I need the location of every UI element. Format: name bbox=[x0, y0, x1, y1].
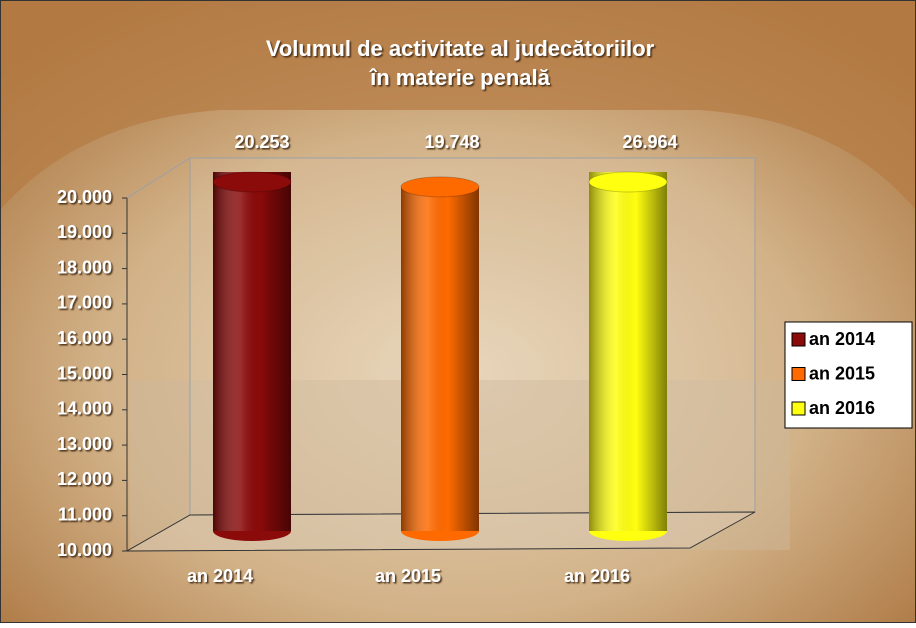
legend-swatch bbox=[791, 367, 806, 381]
y-tick-label: 15.000 bbox=[57, 363, 112, 383]
x-tick-label: an 2014 bbox=[187, 566, 253, 586]
value-label: 20.253 bbox=[234, 132, 289, 152]
y-tick-label: 14.000 bbox=[57, 399, 112, 419]
x-tick-label: an 2016 bbox=[564, 566, 630, 586]
arch bbox=[0, 0, 916, 210]
bar-shade bbox=[589, 172, 667, 531]
bar-shade bbox=[213, 172, 291, 531]
legend-label: an 2015 bbox=[809, 363, 875, 383]
value-label: 19.748 bbox=[424, 132, 479, 152]
y-tick-label: 17.000 bbox=[57, 293, 112, 313]
wall-edge bbox=[126, 157, 191, 199]
y-tick-label: 13.000 bbox=[57, 434, 112, 454]
legend-swatch bbox=[791, 401, 806, 416]
legend-label: an 2016 bbox=[809, 398, 875, 418]
y-tick-label: 11.000 bbox=[58, 504, 112, 524]
legend bbox=[784, 321, 913, 429]
y-tick-label: 10.000 bbox=[57, 540, 112, 560]
chart-title: în materie penală bbox=[369, 65, 551, 90]
bars bbox=[213, 172, 667, 541]
bar-cap bbox=[400, 176, 480, 198]
chart-title: Volumul de activitate al judecătoriilor bbox=[266, 36, 655, 61]
value-label: 26.964 bbox=[622, 132, 677, 152]
y-tick-label: 20.000 bbox=[57, 187, 112, 207]
legend-label: an 2014 bbox=[809, 329, 875, 349]
y-tick-label: 12.000 bbox=[57, 469, 112, 489]
y-tick-label: 18.000 bbox=[57, 257, 112, 277]
x-tick-label: an 2015 bbox=[375, 566, 441, 586]
y-tick-label: 16.000 bbox=[57, 328, 112, 348]
bar-cap bbox=[588, 171, 668, 193]
bar-cap bbox=[212, 171, 292, 193]
y-tick-label: 19.000 bbox=[57, 222, 112, 242]
bar-shade bbox=[401, 186, 479, 531]
legend-swatch bbox=[791, 332, 806, 347]
